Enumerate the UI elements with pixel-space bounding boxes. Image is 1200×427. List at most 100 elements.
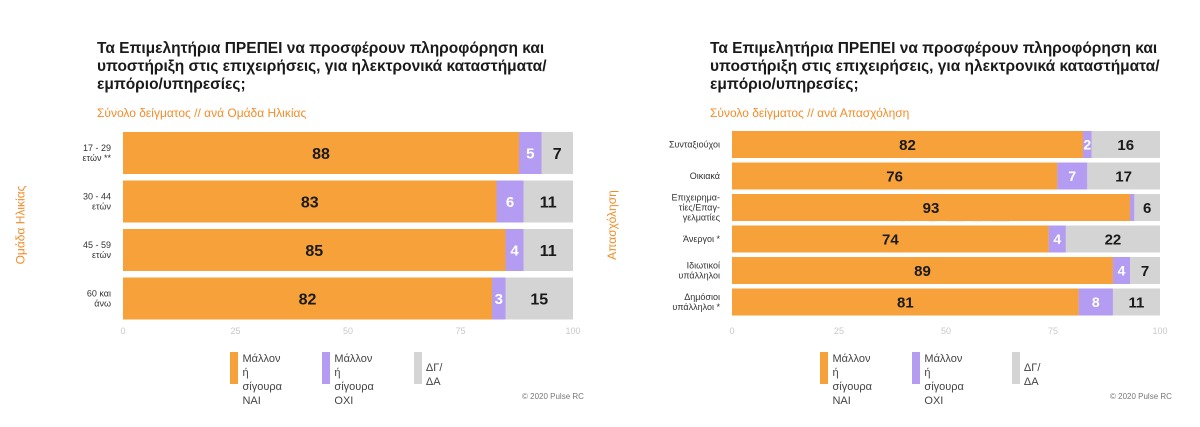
bar-value-label: 7 [1068,168,1076,184]
bar-value-label: 2 [1083,137,1091,153]
legend-item-no: Μάλλον ή σίγουρα ΟΧΙ [912,352,967,408]
legend-label-no: Μάλλον ή σίγουρα ΟΧΙ [334,353,374,407]
category-label: Άνεργοι * [683,234,720,244]
x-tick-label: 50 [343,326,353,336]
bar-segment [505,229,524,271]
legend-label-dk: ΔΓ/ΔΑ [425,362,443,388]
bar-value-label: 85 [305,243,323,260]
bar-value-label: 3 [495,291,503,308]
bar-segment [496,180,524,223]
legend-swatch-no [322,352,331,384]
legend-label-yes: Μάλλον ή σίγουρα ΝΑΙ [832,353,872,407]
legend-swatch-dk [414,352,422,384]
bar-segment [732,225,1049,253]
bar-value-label: 8 [1092,294,1100,310]
category-label: 45 - 59 ετών [83,240,112,260]
category-label: 60 και άνω [87,289,111,309]
bar-segment [732,162,1058,190]
bar-value-label: 16 [1117,137,1134,154]
category-label: 30 - 44 ετών [83,192,112,212]
chart-subtitle: Σύνολο δείγματος // ανά Απασχόληση [710,106,910,120]
bar-value-label: 82 [299,291,317,308]
bar-value-label: 7 [1141,263,1149,280]
bar-segment [732,257,1113,284]
category-label: Συνταξιούχοι [669,140,720,150]
bar-segment [492,277,506,320]
bar-segment [1078,288,1113,316]
bar-value-label: 81 [897,294,914,311]
bar-value-label: 17 [1115,168,1132,185]
x-tick-label: 75 [455,326,465,336]
chart-subtitle: Σύνολο δείγματος // ανά Ομάδα Ηλικίας [97,106,307,120]
bar-segment [732,194,1131,221]
bar-value-label: 11 [540,243,557,260]
legend-swatch-yes [820,352,829,384]
bar-segment [123,229,506,271]
category-label: Επιχειρημα-τίες/Επαγ-γελματίες [672,193,721,223]
chart-panel-employment: Τα Επιμελητήρια ΠΡΕΠΕΙ να προσφέρουν πλη… [600,0,1200,427]
bar-segment [1112,288,1160,316]
chart-panel-age: Τα Επιμελητήρια ΠΡΕΠΕΙ να προσφέρουν πλη… [13,40,584,408]
bar-segment [523,229,573,271]
legend-swatch-yes [230,352,239,384]
legend-label-no: Μάλλον ή σίγουρα ΟΧΙ [924,353,964,407]
x-tick-label: 25 [834,326,844,336]
stacked-bar-chart-employment: PULSE0255075100Συνταξιούχοι82216Οικιακά7… [669,131,1168,336]
bar-value-label: 6 [506,194,514,211]
bar-segment [541,132,573,174]
bar-value-label: 15 [530,291,548,308]
copyright: © 2020 Pulse RC [1110,392,1172,401]
bar-value-label: 74 [882,231,899,248]
bar-segment [1087,162,1160,190]
x-tick-label: 100 [1152,326,1167,336]
bar-segment [1130,194,1135,221]
bar-value-label: 89 [914,263,931,280]
x-tick-label: 100 [565,326,580,336]
legend-item-dk: ΔΓ/ΔΑ [1012,352,1044,389]
x-tick-label: 50 [941,326,951,336]
bar-value-label: 76 [886,168,903,185]
bar-segment [732,131,1083,158]
bar-value-label: 11 [1129,294,1145,311]
bar-segment [123,277,492,320]
category-label: Ιδιωτικοί υπάλληλοι [678,261,720,281]
legend-swatch-dk [1012,352,1020,384]
bar-value-label: 4 [510,242,519,259]
category-label: 17 - 29 ετών ** [83,143,112,163]
bar-segment [505,277,573,320]
legend-item-yes: Μάλλον ή σίγουρα ΝΑΙ [230,352,285,408]
bar-value-label: 83 [301,194,319,211]
bar-segment [1130,257,1160,284]
legend-label-dk: ΔΓ/ΔΑ [1023,362,1041,388]
x-tick-label: 75 [1048,326,1058,336]
bar-segment [1057,162,1088,190]
x-tick-label: 25 [230,326,240,336]
copyright: © 2020 Pulse RC [522,392,584,401]
bar-value-label: 4 [1053,231,1061,247]
bar-segment [123,132,519,174]
bar-value-label: 93 [923,200,940,217]
bar-value-label: 7 [553,146,562,163]
chart-title: Τα Επιμελητήρια ΠΡΕΠΕΙ να προσφέρουν πλη… [710,40,1160,93]
bar-segment [732,288,1079,316]
bar-segment [1134,194,1160,221]
x-tick-label: 0 [120,326,125,336]
chart-title: Τα Επιμελητήρια ΠΡΕΠΕΙ να προσφέρουν πλη… [97,40,547,93]
bar-segment [1082,131,1092,158]
legend-item-dk: ΔΓ/ΔΑ [414,352,446,389]
bar-segment [519,132,542,174]
bar-segment [1065,225,1160,253]
legend-item-no: Μάλλον ή σίγουρα ΟΧΙ [322,352,377,408]
legend-item-yes: Μάλλον ή σίγουρα ΝΑΙ [820,352,875,408]
bar-value-label: 5 [526,145,534,162]
bar-value-label: 11 [540,194,557,211]
category-label: Οικιακά [690,171,720,181]
category-label: Δημόσιοι υπάλληλοι * [672,292,720,312]
bar-value-label: 22 [1105,231,1122,248]
bar-segment [123,180,497,223]
bar-value-label: 6 [1143,200,1151,217]
bar-value-label: 88 [312,146,330,163]
legend-label-yes: Μάλλον ή σίγουρα ΝΑΙ [242,353,282,407]
bar-value-label: 82 [899,137,916,154]
